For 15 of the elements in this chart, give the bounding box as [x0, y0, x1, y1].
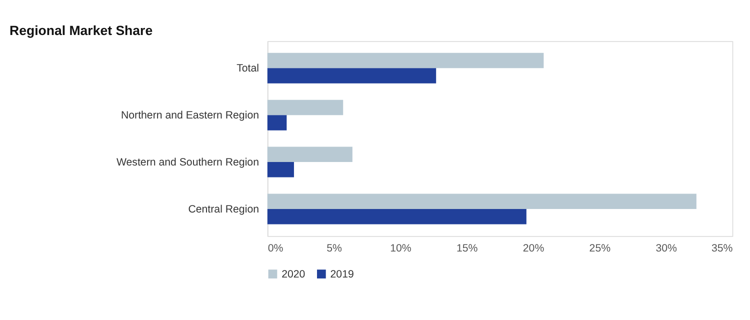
x-tick-label: 25% — [589, 242, 612, 254]
x-tick-label: 10% — [390, 242, 412, 254]
x-tick-label: 0% — [268, 242, 284, 254]
y-tick-label: Northern and Eastern Region — [120, 110, 260, 122]
text: Regional Market Share — [10, 22, 153, 38]
y-tick-label: Total — [236, 62, 259, 75]
legend-label: 2019 — [330, 268, 354, 281]
x-tick-label: 20% — [522, 242, 545, 254]
x-tick-label: 30% — [656, 242, 678, 254]
y-tick-label: Central Region — [188, 204, 260, 216]
y-tick-label: Western and Southern Region — [116, 156, 260, 169]
x-tick-label: 35% — [712, 242, 734, 254]
x-tick-label: 15% — [456, 242, 478, 254]
legend-label: 2020 — [282, 268, 306, 281]
x-tick-label: 5% — [326, 242, 342, 254]
